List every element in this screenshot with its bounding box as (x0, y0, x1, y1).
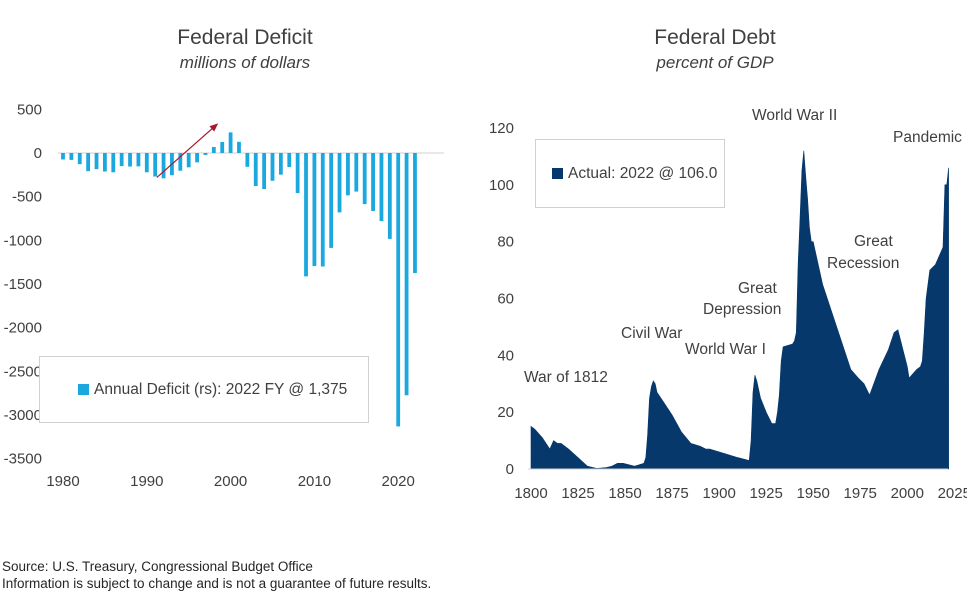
annotation-great-depression: Depression (703, 301, 781, 318)
deficit-bar (195, 153, 199, 163)
deficit-bar (237, 141, 241, 153)
x-tick-label: 2020 (382, 473, 415, 490)
deficit-bar (287, 153, 292, 168)
x-tick-label: 1975 (844, 485, 877, 502)
y-tick-label: 20 (497, 404, 514, 421)
deficit-bar (178, 153, 183, 171)
y-tick-label: 120 (489, 120, 514, 137)
deficit-bar (61, 153, 65, 160)
deficit-bar (220, 142, 225, 153)
x-tick-label: 1980 (46, 473, 79, 490)
y-tick-label: -500 (12, 189, 42, 206)
y-tick-label: 100 (489, 177, 514, 194)
deficit-bar (404, 153, 409, 396)
annotation-war-of-1812: War of 1812 (524, 369, 608, 386)
x-tick-label: 1875 (655, 485, 688, 502)
y-tick-label: -2500 (4, 363, 42, 380)
y-tick-label: 0 (506, 461, 514, 478)
deficit-bar (128, 153, 132, 167)
deficit-bar (304, 153, 308, 277)
y-tick-label: -1000 (4, 232, 42, 249)
deficit-bar (337, 153, 342, 213)
deficit-bar (270, 153, 275, 181)
deficit-bar (245, 153, 250, 167)
x-tick-label: 1850 (608, 485, 641, 502)
deficit-legend: Annual Deficit (rs): 2022 FY @ 1,375 (39, 356, 369, 423)
x-tick-label: 2010 (298, 473, 331, 490)
deficit-bar (346, 153, 350, 196)
deficit-bar (136, 153, 141, 167)
deficit-bar (278, 153, 283, 175)
deficit-bar (211, 146, 216, 153)
deficit-bar (253, 153, 258, 186)
deficit-chart-title: Federal Deficit (177, 26, 313, 49)
deficit-bar (354, 153, 359, 192)
deficit-bar (186, 153, 191, 168)
deficit-bar (228, 132, 233, 153)
deficit-bar (329, 153, 334, 248)
x-tick-label: 1925 (749, 485, 782, 502)
y-tick-label: 40 (497, 347, 514, 364)
y-tick-label: -3500 (4, 451, 42, 468)
deficit-bar (295, 153, 300, 194)
annotation-world-war-ii: World War II (752, 107, 837, 124)
deficit-bar (396, 153, 401, 427)
debt-chart-subtitle: percent of GDP (656, 53, 774, 72)
deficit-legend-swatch (78, 384, 89, 395)
y-tick-label: -1500 (4, 276, 42, 293)
annotation-civil-war: Civil War (621, 325, 682, 342)
deficit-bar (203, 153, 208, 155)
deficit-bar (413, 153, 417, 274)
annotation-world-war-i: World War I (685, 341, 766, 358)
x-tick-label: 1990 (130, 473, 163, 490)
deficit-bar (161, 153, 166, 179)
deficit-bar (153, 153, 158, 177)
deficit-bar (119, 153, 124, 167)
deficit-chart-subtitle: millions of dollars (179, 53, 311, 72)
deficit-bar (262, 153, 267, 190)
x-tick-label: 1800 (514, 485, 547, 502)
annotation-great-recession: Great (854, 233, 893, 250)
y-tick-label: 60 (497, 290, 514, 307)
deficit-bar (379, 153, 384, 222)
deficit-bar (387, 153, 392, 239)
debt-chart: 0 20 40 60 80 100 120 1800 1825 1850 1875 1900 1925 1… (489, 107, 967, 502)
y-tick-label: -2000 (4, 320, 42, 337)
deficit-legend-label: Annual Deficit (rs): 2022 FY @ 1,375 (94, 380, 348, 398)
annotation-pandemic: Pandemic (893, 129, 962, 146)
source-note: Source: U.S. Treasury, Congressional Bud… (2, 559, 313, 574)
trend-arrow (156, 123, 219, 178)
y-tick-label: -3000 (4, 407, 42, 424)
x-tick-label: 2025 (938, 485, 967, 502)
debt-legend: Actual: 2022 @ 106.0 (535, 139, 725, 208)
deficit-bar (94, 153, 99, 170)
deficit-bar (144, 153, 149, 173)
deficit-chart: 5000-500-1000-1500-2000-2500-3000-350019… (4, 101, 444, 490)
deficit-bar (371, 153, 375, 212)
y-tick-label: 500 (17, 101, 42, 118)
x-tick-label: 2000 (891, 485, 924, 502)
deficit-bar (362, 153, 367, 205)
disclaimer-note: Information is subject to change and is … (2, 576, 432, 591)
deficit-bar (86, 153, 91, 172)
deficit-bar (103, 153, 107, 172)
x-tick-label: 1900 (702, 485, 735, 502)
x-tick-label: 2000 (214, 473, 247, 490)
deficit-bar (69, 153, 74, 160)
deficit-bar (77, 153, 82, 165)
deficit-bar (312, 153, 317, 266)
x-tick-label: 1950 (797, 485, 830, 502)
y-tick-label: 80 (497, 234, 514, 251)
debt-area (530, 150, 949, 470)
debt-chart-title: Federal Debt (654, 26, 776, 49)
y-tick-label: 0 (34, 145, 42, 162)
x-tick-label: 1825 (561, 485, 594, 502)
annotation-great-depression: Great (738, 280, 777, 297)
deficit-bar (320, 153, 325, 267)
debt-legend-swatch (552, 168, 563, 179)
debt-legend-label: Actual: 2022 @ 106.0 (568, 164, 718, 182)
annotation-great-recession: Recession (827, 255, 899, 272)
deficit-bar (111, 153, 116, 173)
